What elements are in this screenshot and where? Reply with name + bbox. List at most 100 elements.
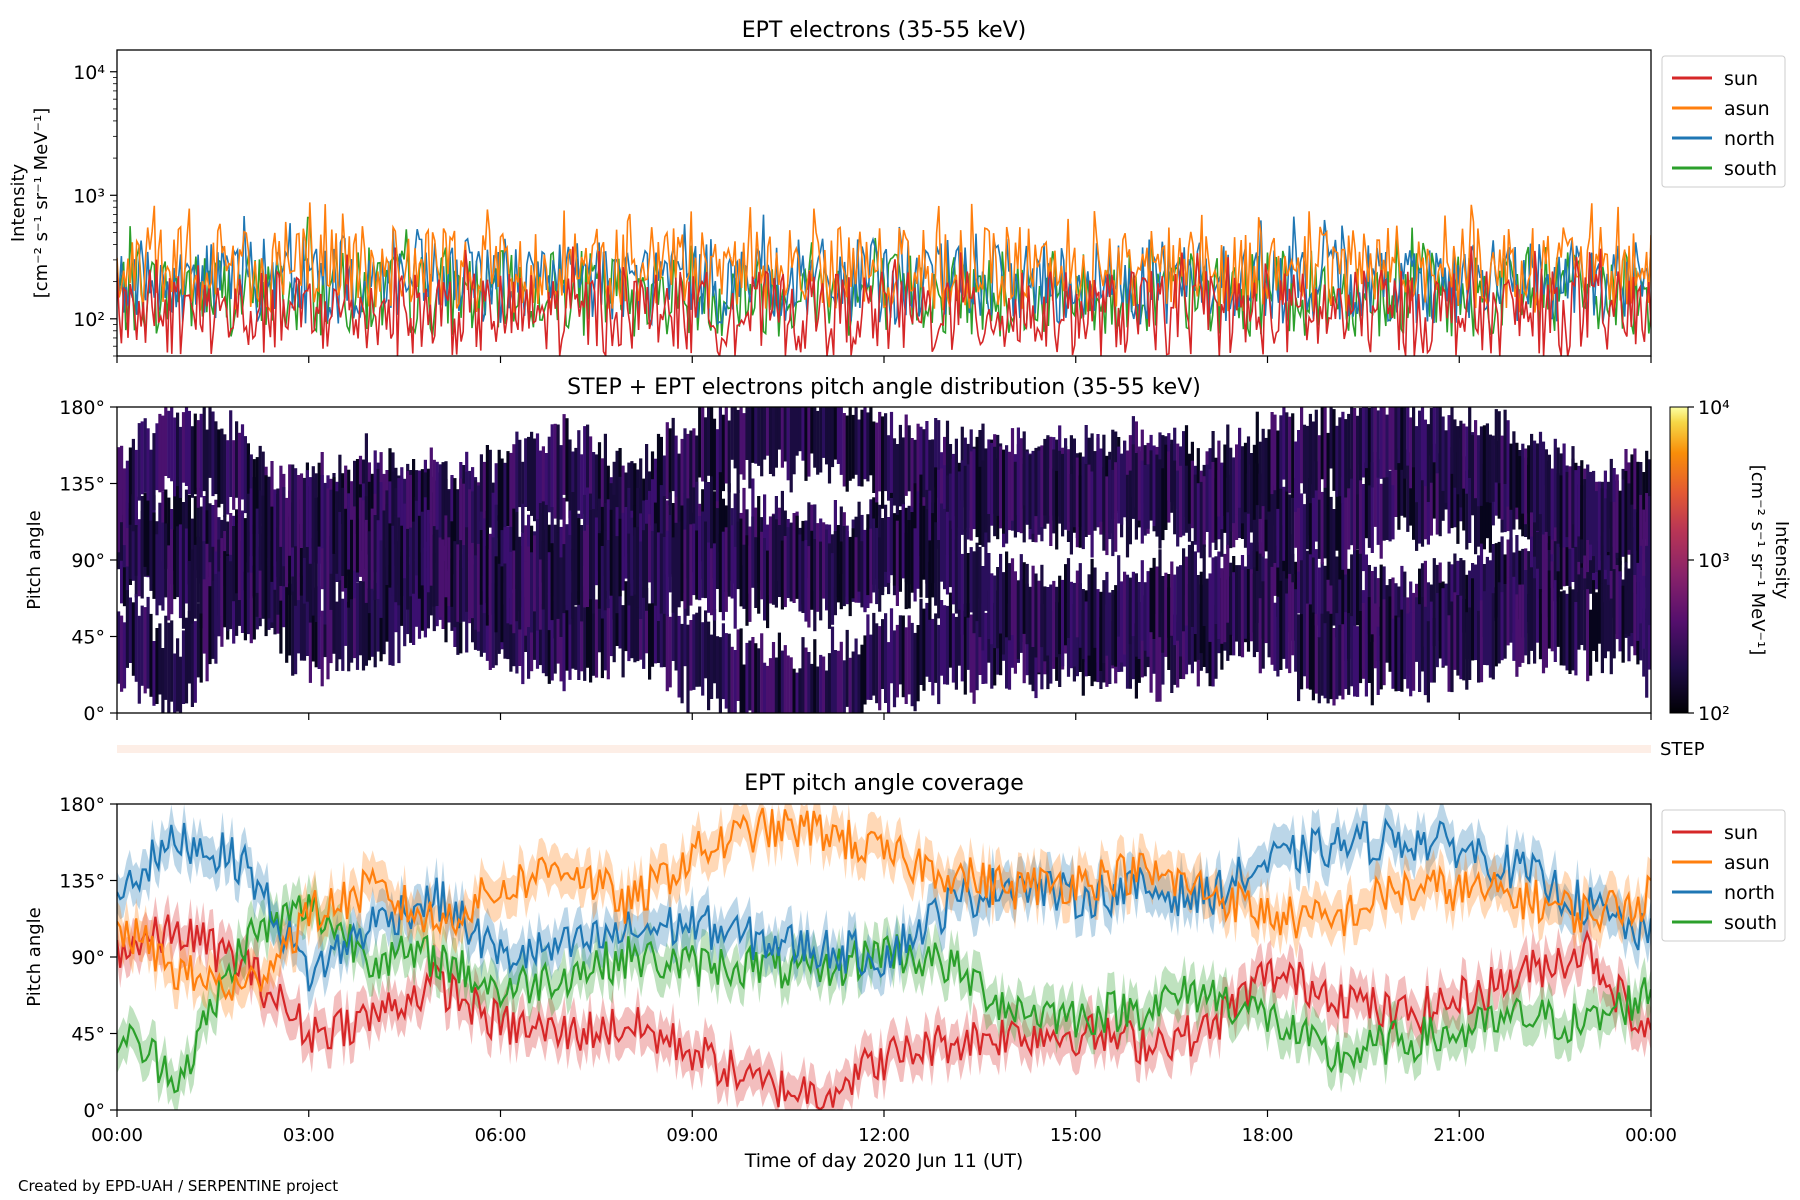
heatmap-cell [1420,471,1425,547]
heatmap-cell [819,541,823,621]
heatmap-cell [476,485,481,567]
heatmap-cell [937,469,941,550]
heatmap-cell [1314,461,1318,542]
heatmap-cell [1459,558,1463,632]
heatmap-cell [1335,613,1339,700]
heatmap-cell [187,610,191,684]
heatmap-cell [299,473,304,548]
heatmap-cell [1618,571,1622,652]
heatmap-cell [583,591,587,681]
heatmap-cell [659,589,663,668]
heatmap-cell [541,604,545,674]
heatmap-cell [335,491,339,574]
heatmap-cell [1515,594,1519,677]
heatmap-cell [444,515,448,598]
heatmap-cell [1193,551,1197,634]
x-tick-label: 00:00 [91,1125,143,1146]
heatmap-cell [1379,606,1383,690]
colorbar-tick-label: 10⁴ [1698,397,1730,419]
heatmap-cell [326,488,330,562]
heatmap-cell [1533,440,1537,523]
heatmap-cell [978,466,982,545]
heatmap-cell [854,407,858,475]
heatmap-cell [1356,549,1360,626]
heatmap-cell [1465,470,1469,550]
heatmap-cell [1394,615,1398,692]
heatmap-cell [459,540,463,624]
heatmap-cell [1176,566,1180,641]
heatmap-cell [1326,432,1330,506]
heatmap-cell [957,597,961,666]
heatmap-cell [692,614,696,690]
heatmap-cell [397,478,401,542]
colorbar-label-line2: [cm⁻² s⁻¹ sr⁻¹ MeV⁻¹] [1747,465,1768,656]
heatmap-cell [733,546,737,629]
heatmap-cell [1450,601,1454,693]
heatmap-cell [1571,589,1575,671]
heatmap-cell [391,584,395,666]
heatmap-cell [1447,561,1451,643]
heatmap-cell [1134,453,1138,540]
heatmap-cell [125,460,129,528]
heatmap-cell [190,623,194,707]
heatmap-cell [704,481,708,553]
heatmap-cell [1409,612,1413,697]
heatmap-cell [1332,628,1336,706]
heatmap-cell [881,518,885,592]
legend-box [1661,55,1786,188]
legend-label-south: south [1724,158,1777,180]
heatmap-cell [1270,493,1274,567]
heatmap-cell [170,620,174,702]
heatmap-cell [273,560,277,635]
heatmap-cell [456,489,460,566]
heatmap-cell [1344,485,1348,575]
heatmap-cell [780,490,784,576]
heatmap-cell [1479,426,1484,506]
heatmap-cell [1358,611,1363,684]
heatmap-cell [302,477,307,558]
heatmap-cell [1208,573,1212,642]
heatmap-cell [1252,444,1256,520]
heatmap-cell [907,425,911,492]
heatmap-cell [1252,573,1256,658]
heatmap-cell [960,553,964,635]
heatmap-cell [1648,589,1652,670]
heatmap-cell [409,564,413,643]
heatmap-cell [412,560,416,645]
heatmap-cell [990,573,994,645]
heatmap-cell [211,580,215,659]
heatmap-cell [1544,449,1548,532]
heatmap-cell [173,530,177,600]
heatmap-cell [1143,582,1147,651]
heatmap-cell [1308,413,1312,504]
heatmap-cell [1479,600,1484,683]
heatmap-cell [1394,431,1398,517]
heatmap-cell [512,550,516,634]
heatmap-cell [1211,611,1215,687]
heatmap-cell [916,508,920,589]
heatmap-cell [839,541,843,610]
heatmap-cell [730,525,734,599]
heatmap-cell [1426,621,1430,703]
heatmap-cell [1592,580,1596,651]
heatmap-cell [648,603,652,680]
heatmap-cell [1176,621,1180,688]
heatmap-cell [1568,466,1572,549]
heatmap-cell [816,523,820,612]
heatmap-cell [878,626,882,711]
heatmap-cell [1229,562,1233,635]
heatmap-cell [642,587,646,669]
heatmap-cell [1541,531,1546,614]
heatmap-cell [836,650,840,713]
heatmap-cell [777,525,781,597]
heatmap-cell [344,508,348,589]
heatmap-cell [707,621,711,711]
heatmap-cell [535,557,540,631]
heatmap-cell [1096,589,1100,663]
heatmap-cell [1311,421,1315,498]
heatmap-cell [1556,528,1560,598]
heatmap-cell [181,412,186,483]
heatmap-cell [789,407,793,493]
heatmap-cell [488,449,492,528]
heatmap-cell [1128,470,1132,545]
